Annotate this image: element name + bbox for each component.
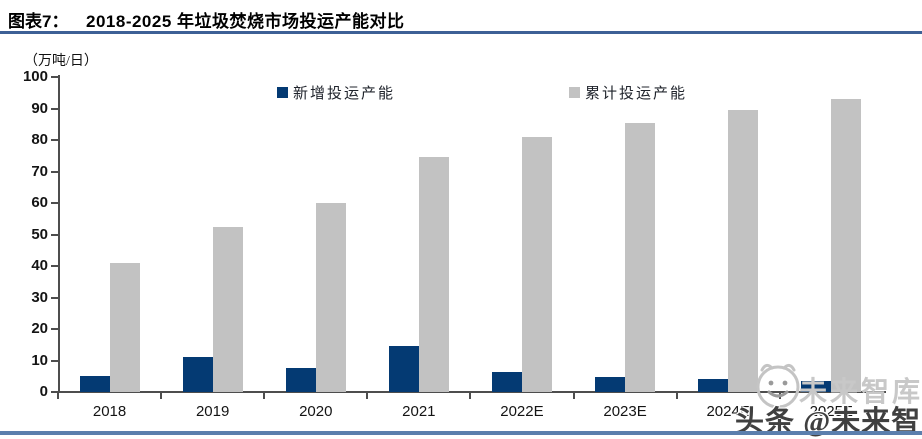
y-axis-line: [58, 75, 60, 393]
y-axis-tick-label: 60: [31, 194, 48, 211]
legend-swatch-cumulative-capacity: [569, 87, 580, 98]
y-axis-tick: [51, 170, 58, 173]
y-axis-tick: [51, 139, 58, 141]
title-underline: [0, 31, 922, 34]
x-axis-category-label: 2023E: [603, 403, 647, 420]
x-axis-tick: [572, 393, 575, 399]
y-axis-tick-label: 80: [31, 131, 48, 148]
y-axis-tick: [51, 296, 58, 299]
bar-cumulative-capacity: [728, 110, 759, 392]
bar-new-capacity: [79, 376, 110, 392]
y-axis-tick-label: 100: [22, 68, 48, 85]
legend-item-cumulative-capacity: 累计投运产能: [569, 82, 687, 103]
x-axis-category-label: 2019: [195, 403, 230, 420]
y-axis-tick-label: 40: [31, 257, 48, 274]
x-axis-category-label: 2025E: [809, 403, 853, 420]
legend-item-new-capacity: 新增投运产能: [277, 82, 395, 103]
x-axis-category-label: 2020: [299, 403, 333, 420]
x-axis-tick: [57, 393, 59, 399]
legend-label-cumulative-capacity: 累计投运产能: [585, 86, 688, 102]
bar-new-capacity: [595, 377, 626, 392]
y-axis-tick: [51, 265, 58, 267]
y-axis-tick: [51, 233, 58, 236]
x-axis-tick: [263, 393, 266, 399]
x-axis-tick: [469, 393, 472, 399]
bar-new-capacity: [801, 380, 832, 392]
x-axis-tick: [778, 393, 781, 399]
y-axis-tick: [51, 76, 58, 78]
bar-new-capacity: [698, 379, 729, 392]
bar-new-capacity: [491, 372, 522, 392]
x-axis-tick: [160, 393, 163, 399]
y-axis-tick: [51, 328, 58, 330]
x-axis-category-label: 2021: [402, 403, 436, 420]
bar-new-capacity: [182, 357, 213, 392]
y-axis-tick: [51, 107, 58, 110]
x-axis-tick: [366, 393, 369, 399]
bar-cumulative-capacity: [212, 226, 243, 392]
x-axis-category-label: 2018: [92, 403, 127, 420]
y-axis-tick: [51, 359, 58, 362]
y-axis-tick-label: 70: [31, 162, 48, 180]
y-axis-tick-label: 20: [31, 320, 48, 337]
bar-cumulative-capacity: [418, 157, 449, 392]
figure-number-label: 图表7：: [8, 12, 69, 31]
y-axis-tick-label: 0: [39, 383, 48, 400]
y-axis-tick-label: 10: [31, 351, 48, 369]
bar-cumulative-capacity: [315, 203, 346, 392]
x-axis-line: [55, 391, 886, 393]
y-axis-tick-label: 50: [31, 225, 48, 243]
y-axis-tick: [51, 391, 58, 393]
bar-cumulative-capacity: [109, 262, 140, 392]
y-axis-tick-label: 30: [31, 288, 48, 306]
x-axis-category-label: 2022E: [500, 403, 544, 420]
legend-label-new-capacity: 新增投运产能: [293, 86, 396, 102]
y-axis-tick: [51, 202, 58, 204]
bar-cumulative-capacity: [831, 99, 862, 392]
bottom-border-rule: [0, 431, 922, 435]
legend-swatch-new-capacity: [277, 87, 288, 98]
x-axis-tick: [881, 393, 884, 399]
x-axis-tick: [675, 393, 678, 399]
x-axis-category-label: 2024E: [706, 403, 750, 420]
bar-cumulative-capacity: [521, 136, 552, 392]
y-axis-tick-label: 90: [31, 99, 48, 117]
figure-title: 2018-2025 年垃圾焚烧市场投运产能对比: [86, 12, 405, 31]
y-axis-unit-label: （万吨/日）: [24, 54, 98, 69]
bar-new-capacity: [388, 345, 419, 392]
bar-new-capacity: [285, 368, 316, 392]
bar-cumulative-capacity: [625, 122, 656, 392]
